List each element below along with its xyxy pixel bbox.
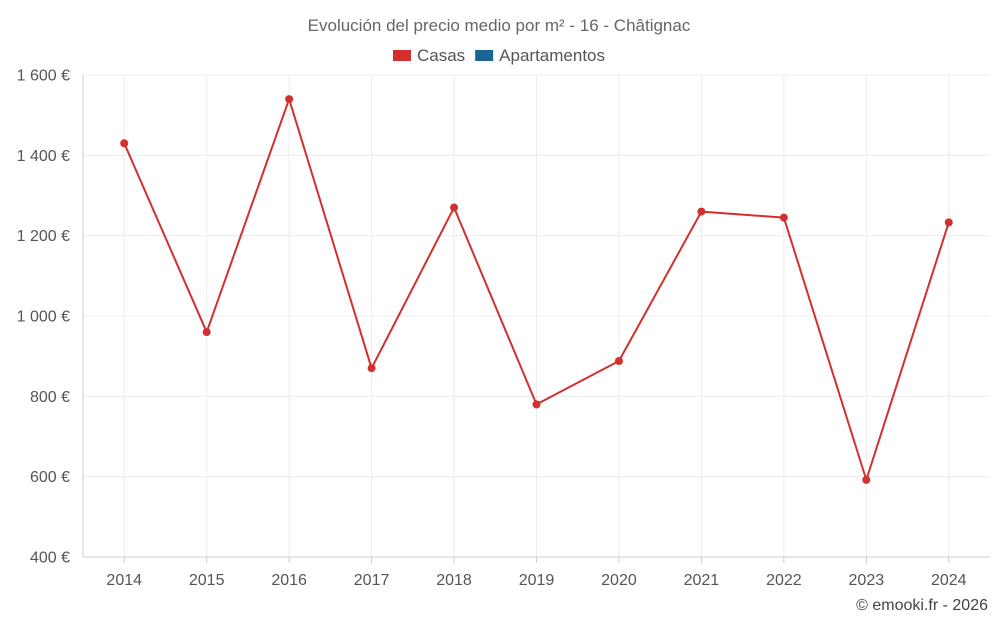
legend: Casas Apartamentos	[392, 46, 605, 65]
y-tick-label: 400 €	[30, 550, 70, 567]
legend-swatch	[392, 50, 411, 61]
x-tick-label: 2021	[684, 572, 720, 589]
chart-title: Evolución del precio medio por m² - 16 -…	[308, 16, 691, 35]
data-point	[614, 356, 623, 365]
y-tick-label: 600 €	[30, 469, 70, 486]
x-tick-label: 2023	[849, 572, 885, 589]
data-point	[697, 207, 706, 216]
data-point	[944, 218, 953, 227]
x-tick-label: 2018	[436, 572, 472, 589]
x-tick-label: 2020	[601, 572, 637, 589]
y-tick-label: 1 000 €	[17, 309, 70, 326]
data-point	[120, 139, 129, 148]
x-tick-label: 2024	[931, 572, 967, 589]
x-tick-label: 2016	[271, 572, 307, 589]
y-tick-label: 1 200 €	[17, 228, 70, 245]
y-tick-label: 800 €	[30, 389, 70, 406]
legend-label: Casas	[417, 46, 465, 65]
x-tick-label: 2014	[106, 572, 142, 589]
data-point	[862, 475, 871, 484]
data-point	[202, 328, 211, 337]
y-tick-label: 1 600 €	[17, 68, 70, 85]
data-point	[285, 95, 294, 104]
data-point	[450, 203, 459, 212]
x-tick-label: 2022	[766, 572, 802, 589]
data-point	[532, 400, 541, 409]
legend-item: Casas	[392, 46, 465, 65]
legend-swatch	[475, 50, 494, 61]
series-layer	[120, 95, 953, 484]
axes: 400 € 600 € 800 € 1 000 € 1 200 € 1 400 € 1 60…	[17, 68, 990, 589]
credit-text: © emooki.fr - 2026	[856, 597, 988, 614]
y-tick-label: 1 400 €	[17, 148, 70, 165]
legend-label: Apartamentos	[499, 46, 605, 65]
data-point	[779, 213, 788, 222]
x-tick-label: 2019	[519, 572, 555, 589]
x-tick-label: 2015	[189, 572, 225, 589]
legend-item: Apartamentos	[475, 46, 605, 65]
data-point	[367, 364, 376, 373]
grid	[83, 74, 990, 557]
x-tick-label: 2017	[354, 572, 390, 589]
